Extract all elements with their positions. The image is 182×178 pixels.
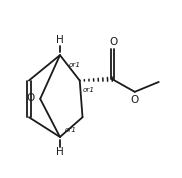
Text: O: O xyxy=(26,93,34,103)
Text: O: O xyxy=(109,37,118,47)
Text: O: O xyxy=(131,95,139,105)
Text: or1: or1 xyxy=(64,127,76,133)
Text: or1: or1 xyxy=(68,62,80,68)
Text: H: H xyxy=(56,147,64,157)
Text: or1: or1 xyxy=(82,87,94,93)
Text: H: H xyxy=(56,35,64,45)
